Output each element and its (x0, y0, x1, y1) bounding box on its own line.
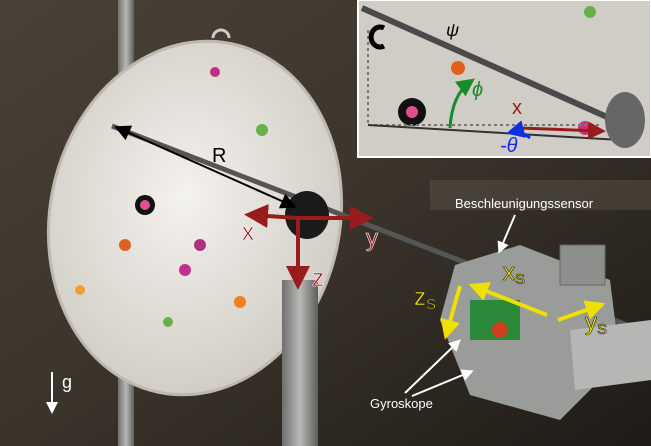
inset (358, 0, 651, 157)
phi-label: ϕ (472, 79, 483, 101)
inset-x-label: x (512, 97, 522, 119)
x-axis-label: x (242, 219, 254, 246)
zs-base: z (414, 284, 426, 311)
ys-sub: S (597, 321, 607, 338)
hub (285, 191, 329, 239)
z-axis-label: z (312, 265, 324, 292)
psi-label: ψ (446, 20, 459, 40)
photo: R x y z xS yS zS Beschleunigungssensor G… (0, 0, 651, 446)
xs-sub: S (515, 271, 525, 288)
gyroscopes-label: Gyroskope (370, 396, 433, 411)
zs-sub: S (426, 296, 436, 313)
xs-base: x (503, 259, 515, 286)
theta-label: -θ (500, 135, 518, 157)
accelerometer-label: Beschleunigungssensor (455, 196, 594, 211)
gravity-label: g (62, 372, 72, 392)
y-axis-label: y (366, 225, 378, 252)
stand (282, 280, 318, 446)
ys-base: y (585, 309, 597, 336)
radius-label: R (212, 145, 226, 167)
